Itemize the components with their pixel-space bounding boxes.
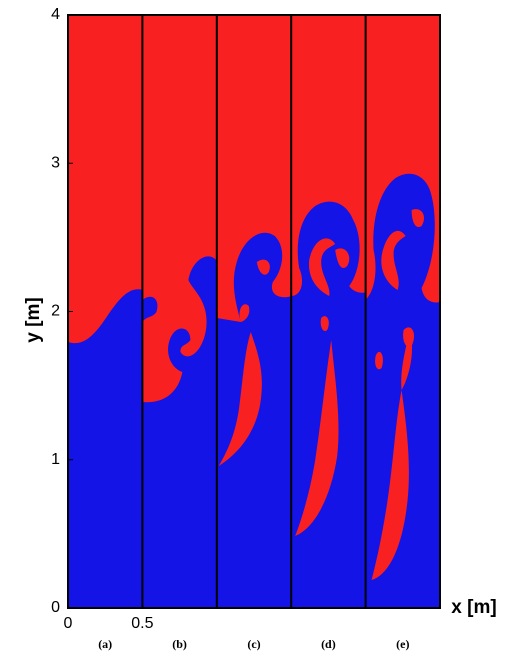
x-axis-label: x [m] [451, 597, 496, 618]
panel-b [142, 15, 217, 608]
panel-label: (b) [172, 637, 187, 651]
panel-label: (e) [396, 637, 409, 651]
panel-label: (c) [247, 637, 260, 651]
y-tick-label: 3 [51, 154, 60, 171]
panel-a [68, 15, 143, 608]
y-tick-label: 1 [51, 451, 60, 468]
y-axis-label: y [m] [23, 297, 44, 342]
panel-label: (d) [321, 637, 336, 651]
y-tick-label: 0 [51, 599, 60, 616]
panel-c [216, 15, 292, 608]
panel-label: (a) [98, 637, 112, 651]
x-tick-label: 0 [64, 615, 73, 632]
panel-d [291, 15, 366, 608]
x-tick-label: 0.5 [131, 615, 153, 632]
y-tick-label: 2 [51, 303, 60, 320]
y-tick-label: 4 [51, 6, 60, 23]
frame [67, 14, 441, 609]
panel-e [365, 15, 441, 608]
